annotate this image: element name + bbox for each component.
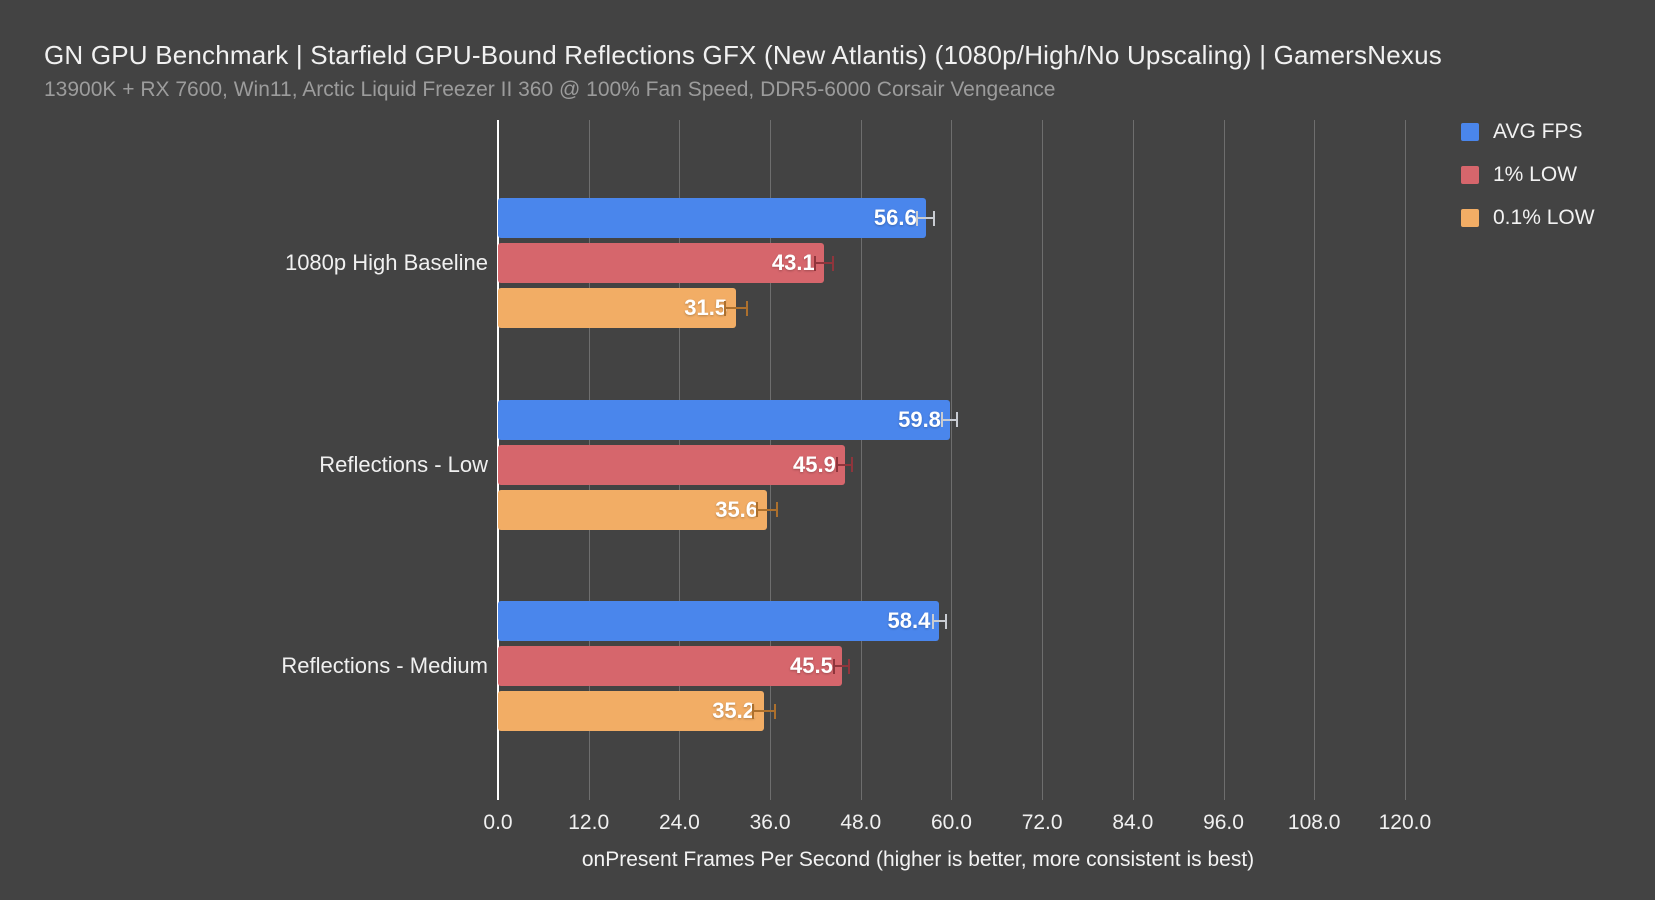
error-bar-cap (831, 255, 834, 271)
category-label: 1080p High Baseline (284, 250, 488, 275)
x-tick-label: 84.0 (1112, 811, 1154, 834)
legend-label: 1% LOW (1493, 163, 1578, 186)
gridline (860, 120, 862, 800)
error-bar-cap (813, 255, 816, 271)
x-tick-label: 0.0 (483, 811, 513, 834)
bar-1-low: 43.1 (498, 243, 824, 283)
bar-value-label: 56.6 (873, 205, 917, 230)
bar-value-label: 59.8 (898, 406, 941, 432)
x-tick-label: 24.0 (658, 811, 700, 834)
legend-label: AVG FPS (1493, 120, 1583, 143)
gridline (1132, 120, 1134, 800)
error-bar-cap (746, 300, 749, 316)
error-bar-cap (836, 457, 839, 472)
bar-value-label: 35.2 (712, 698, 756, 723)
bar-value-label: 35.6 (715, 496, 759, 522)
legend-label: 0.1% LOW (1493, 206, 1595, 229)
error-bar-cap (851, 457, 854, 472)
legend-swatch-icon (1461, 209, 1479, 227)
x-tick-label: 120.0 (1378, 811, 1432, 834)
gridline (1314, 120, 1316, 800)
x-tick-label: 36.0 (749, 811, 791, 834)
bar-value-label: 45.9 (793, 451, 836, 477)
legend-item-0: AVG FPS (1461, 120, 1595, 144)
error-bar-cap (945, 613, 948, 629)
gridline (1223, 120, 1225, 800)
legend-item-2: 0.1% LOW (1461, 206, 1595, 230)
bar-0-1-low: 35.2 (498, 691, 765, 731)
error-bar-cap (941, 412, 944, 427)
gridline (1404, 120, 1406, 800)
error-bar-cap (751, 703, 754, 719)
x-tick-label: 12.0 (568, 811, 610, 834)
bar-value-label: 31.5 (684, 295, 728, 320)
legend-swatch-icon (1461, 123, 1479, 141)
gridline (1042, 120, 1044, 800)
error-bar-cap (774, 703, 777, 719)
error-bar-line (837, 463, 853, 466)
x-tick-label: 72.0 (1021, 811, 1063, 834)
legend-item-1: 1% LOW (1461, 163, 1595, 187)
error-bar-cap (833, 658, 836, 674)
error-bar-line (757, 508, 777, 511)
error-bar-line (724, 307, 748, 309)
error-bar-cap (756, 502, 759, 517)
error-bar-line (752, 710, 776, 712)
bar-0-1-low: 31.5 (498, 288, 737, 328)
error-bar-cap (775, 502, 778, 517)
x-tick-label: 108.0 (1287, 811, 1341, 834)
bar-avg-fps: 58.4 (498, 601, 940, 641)
x-tick-label: 48.0 (840, 811, 882, 834)
error-bar-cap (848, 658, 851, 674)
error-bar-cap (931, 613, 934, 629)
category-label: Reflections - Low (319, 451, 488, 477)
bar-value-label: 43.1 (771, 250, 815, 275)
error-bar-cap (956, 412, 959, 427)
bar-1-low: 45.5 (498, 646, 842, 686)
x-axis-title: onPresent Frames Per Second (higher is b… (581, 848, 1255, 871)
error-bar-cap (916, 210, 919, 226)
x-tick-label: 96.0 (1203, 811, 1244, 834)
bar-avg-fps: 56.6 (498, 198, 926, 238)
bar-avg-fps: 59.8 (498, 399, 950, 440)
error-bar-line (942, 418, 958, 421)
bar-value-label: 58.4 (887, 608, 931, 633)
error-bar-line (814, 262, 833, 264)
bar-0-1-low: 35.6 (498, 489, 768, 530)
legend: AVG FPS 1% LOW 0.1% LOW (1461, 120, 1595, 230)
chart-title: GN GPU Benchmark | Starfield GPU-Bound R… (44, 40, 1442, 70)
error-bar-line (917, 217, 935, 219)
error-bar-cap (723, 300, 726, 316)
category-label: Reflections - Medium (281, 653, 488, 678)
error-bar-line (932, 620, 947, 622)
legend-swatch-icon (1461, 166, 1479, 184)
error-bar-line (834, 665, 850, 667)
x-tick-label: 60.0 (931, 811, 972, 834)
bar-1-low: 45.9 (498, 444, 845, 485)
gridline (951, 120, 953, 800)
chart-subtitle: 13900K + RX 7600, Win11, Arctic Liquid F… (44, 78, 1056, 101)
error-bar-cap (933, 210, 936, 226)
bar-value-label: 45.5 (790, 653, 833, 678)
